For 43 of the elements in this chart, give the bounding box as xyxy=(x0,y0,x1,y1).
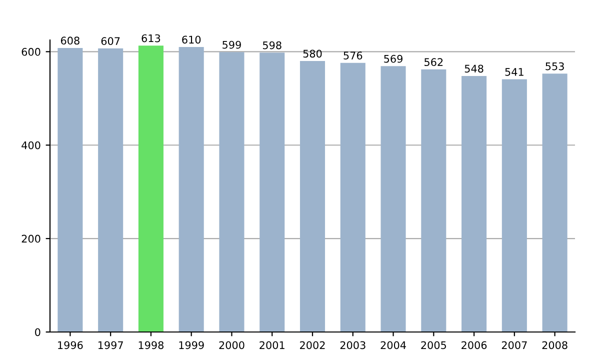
bar xyxy=(502,79,527,332)
x-tick-label: 2001 xyxy=(260,341,284,350)
data-label: 548 xyxy=(464,64,484,73)
y-tick-label: 600 xyxy=(22,48,40,56)
bar xyxy=(58,48,83,332)
data-label: 580 xyxy=(303,50,322,58)
data-label: 562 xyxy=(424,58,443,66)
bar xyxy=(300,61,326,332)
x-tick-label: 2006 xyxy=(462,341,487,350)
x-tick-label: 2007 xyxy=(502,341,527,350)
bar xyxy=(462,76,487,332)
x-tick-label: 2000 xyxy=(219,341,244,350)
data-label: 607 xyxy=(101,37,120,45)
x-tick-label: 2004 xyxy=(380,341,406,350)
x-tick-label: 1996 xyxy=(58,341,83,350)
bar xyxy=(219,52,244,332)
data-label: 569 xyxy=(384,54,402,63)
x-tick-label: 1998 xyxy=(138,341,164,350)
bar xyxy=(98,48,124,332)
x-tick-label: 2005 xyxy=(421,341,446,350)
x-tick-label: 2003 xyxy=(340,341,366,350)
x-tick-label: 1999 xyxy=(179,341,204,350)
bar xyxy=(421,69,446,332)
bar xyxy=(340,62,366,332)
data-label: 599 xyxy=(222,40,241,49)
x-tick-label: 2008 xyxy=(542,341,568,350)
bar xyxy=(542,74,568,332)
data-label: 541 xyxy=(505,68,524,76)
bar xyxy=(178,47,204,332)
data-label: 613 xyxy=(142,34,160,42)
data-label: 598 xyxy=(262,41,282,50)
x-tick-label: 1997 xyxy=(98,341,123,350)
data-label: 553 xyxy=(546,62,564,70)
bar xyxy=(138,46,164,332)
x-tick-label: 2002 xyxy=(300,341,325,350)
y-tick-label: 200 xyxy=(22,234,40,243)
data-label: 576 xyxy=(344,52,362,60)
y-tick-label: 0 xyxy=(35,328,40,336)
bar xyxy=(260,52,285,332)
data-label: 608 xyxy=(60,36,80,45)
y-tick-label: 400 xyxy=(22,141,40,150)
data-label: 610 xyxy=(182,36,201,44)
bar xyxy=(380,66,406,332)
